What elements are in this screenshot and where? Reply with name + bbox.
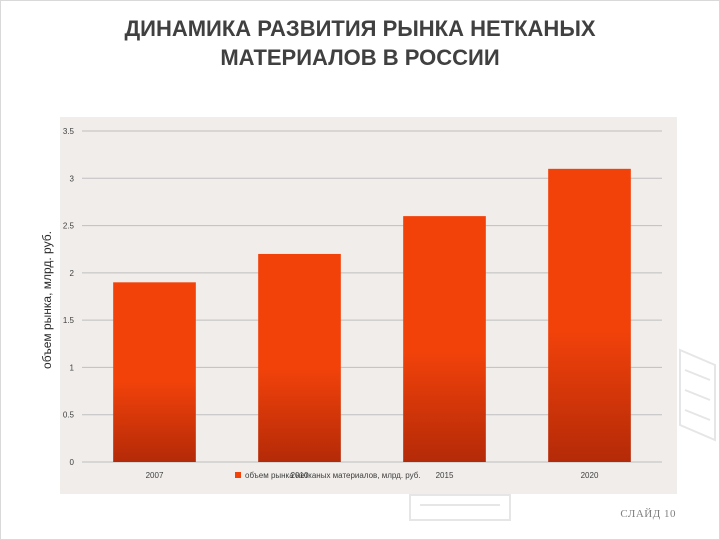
bar (548, 168, 631, 463)
y-tick-label: 0 (70, 458, 75, 467)
y-tick-label: 3 (70, 174, 75, 183)
x-tick-label: 2020 (581, 471, 599, 480)
title-line-2: МАТЕРИАЛОВ В РОССИИ (220, 45, 500, 70)
y-tick-label: 2.5 (63, 222, 75, 231)
slide-number: СЛАЙД 10 (620, 508, 676, 520)
x-tick-label: 2015 (436, 471, 454, 480)
legend-swatch (235, 472, 241, 478)
y-tick-label: 2 (70, 269, 75, 278)
y-tick-label: 1.5 (63, 316, 75, 325)
chart-area: 0 0.5 1 1.5 2 2.5 3 3.5 2007 2010 2015 2020 объем ры… (60, 117, 677, 494)
title-line-1: ДИНАМИКА РАЗВИТИЯ РЫНКА НЕТКАНЫХ (124, 16, 596, 41)
y-axis-label: объем рынка, млрд. руб. (40, 231, 54, 369)
x-tick-label: 2010 (291, 471, 309, 480)
bar (258, 253, 341, 462)
decorative-background-graphic (409, 348, 716, 521)
y-tick-label: 0.5 (63, 411, 75, 420)
bar (113, 282, 196, 462)
x-tick-label: 2007 (146, 471, 164, 480)
y-tick-label: 1 (70, 363, 75, 372)
slide-title: ДИНАМИКА РАЗВИТИЯ РЫНКА НЕТКАНЫХ МАТЕРИА… (60, 14, 660, 72)
bar (403, 216, 486, 462)
bar-chart: 0 0.5 1 1.5 2 2.5 3 3.5 2007 2010 2015 2020 объем ры… (63, 127, 662, 480)
y-tick-label: 3.5 (63, 127, 75, 136)
legend-label: объем рынка нетканых материалов, млрд. р… (245, 471, 421, 480)
